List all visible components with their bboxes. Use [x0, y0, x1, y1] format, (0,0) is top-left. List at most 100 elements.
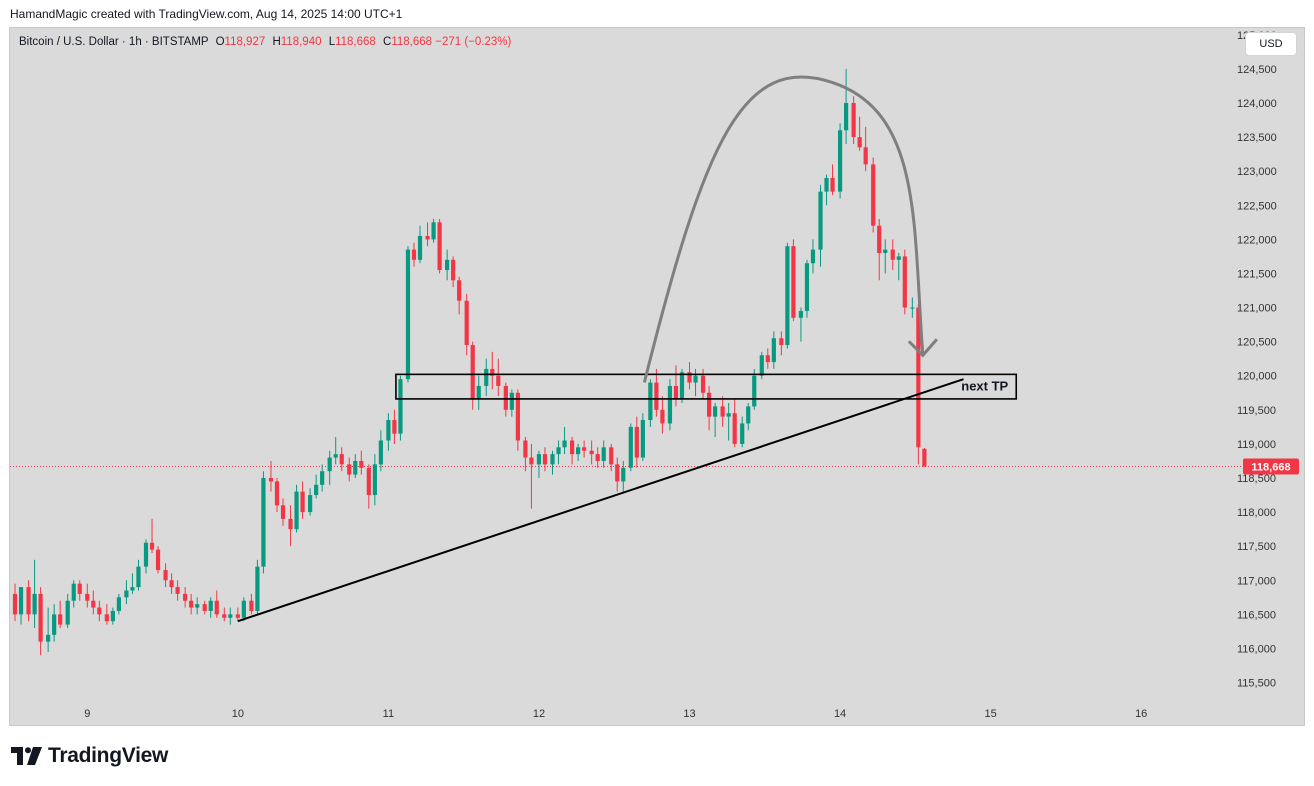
candle-body[interactable] — [542, 454, 548, 465]
candle-body[interactable] — [720, 406, 725, 417]
candle-body[interactable] — [294, 491, 299, 530]
projection-arc[interactable] — [642, 75, 925, 383]
candle-body[interactable] — [228, 614, 233, 618]
candle-body[interactable] — [451, 259, 456, 281]
candle-body[interactable] — [810, 249, 816, 264]
candle-body[interactable] — [195, 604, 200, 608]
target-zone-box[interactable] — [395, 373, 1018, 400]
candle-body[interactable] — [77, 583, 82, 594]
candle-body[interactable] — [667, 385, 673, 424]
candle-body[interactable] — [910, 307, 915, 309]
candle-body[interactable] — [595, 454, 600, 461]
candle-body[interactable] — [359, 460, 364, 468]
candle-body[interactable] — [320, 471, 325, 485]
candle-body[interactable] — [883, 249, 888, 253]
candle-body[interactable] — [851, 103, 856, 138]
candle-body[interactable] — [877, 225, 882, 253]
candle-body[interactable] — [536, 454, 542, 465]
candle-body[interactable] — [189, 600, 194, 608]
candle-body[interactable] — [726, 413, 731, 417]
candle-body[interactable] — [255, 566, 260, 611]
candle-body[interactable] — [46, 634, 51, 642]
candle-body[interactable] — [582, 447, 587, 451]
candle-body[interactable] — [523, 440, 528, 458]
candle-body[interactable] — [38, 593, 43, 642]
candle-body[interactable] — [417, 235, 423, 260]
candle-body[interactable] — [32, 593, 37, 615]
candle-body[interactable] — [857, 137, 862, 148]
candle-body[interactable] — [693, 375, 698, 383]
candle-body[interactable] — [700, 375, 706, 393]
candle-body[interactable] — [12, 593, 18, 615]
candle-body[interactable] — [333, 454, 338, 458]
candle-body[interactable] — [386, 420, 391, 441]
candle-body[interactable] — [241, 600, 246, 618]
trendline[interactable] — [237, 378, 964, 623]
candle-body[interactable] — [634, 426, 639, 458]
candle-body[interactable] — [771, 338, 776, 363]
candle-body[interactable] — [136, 566, 141, 588]
candle-body[interactable] — [791, 246, 796, 318]
candle-body[interactable] — [130, 587, 135, 591]
candle-body[interactable] — [902, 256, 907, 308]
candle-body[interactable] — [713, 406, 718, 417]
candle-body[interactable] — [640, 420, 645, 458]
candle-body[interactable] — [687, 372, 692, 383]
candle-body[interactable] — [183, 593, 188, 601]
candle-body[interactable] — [609, 447, 614, 465]
candle-body[interactable] — [785, 246, 790, 346]
candle-body[interactable] — [405, 249, 411, 380]
candle-body[interactable] — [476, 385, 481, 400]
candle-body[interactable] — [308, 495, 313, 513]
candle-body[interactable] — [621, 467, 626, 482]
candle-body[interactable] — [58, 614, 63, 625]
candle-body[interactable] — [104, 614, 109, 622]
candle-body[interactable] — [732, 413, 737, 444]
candle-body[interactable] — [615, 464, 620, 482]
candle-body[interactable] — [398, 379, 403, 434]
candle-body[interactable] — [706, 392, 712, 417]
candle-body[interactable] — [347, 464, 352, 475]
candle-body[interactable] — [175, 587, 180, 594]
candle-body[interactable] — [503, 385, 508, 410]
candle-body[interactable] — [214, 600, 219, 615]
candle-body[interactable] — [26, 587, 31, 615]
candle-body[interactable] — [765, 355, 770, 363]
candle-body[interactable] — [648, 382, 653, 421]
candle-body[interactable] — [327, 457, 332, 472]
candle-body[interactable] — [411, 249, 417, 260]
candle-body[interactable] — [124, 590, 129, 598]
price-chart[interactable]: 115,500 116,000 116,500 117,000 117,500 118,0… — [10, 28, 1304, 725]
candle-body[interactable] — [431, 222, 436, 240]
candle-body[interactable] — [52, 614, 57, 635]
candle-body[interactable] — [890, 249, 895, 260]
candle-body[interactable] — [601, 447, 606, 461]
candle-body[interactable] — [314, 484, 319, 496]
candle-body[interactable] — [65, 600, 70, 625]
candle-body[interactable] — [143, 542, 149, 567]
candle-body[interactable] — [300, 491, 305, 513]
candle-body[interactable] — [824, 178, 829, 192]
candle-body[interactable] — [569, 440, 575, 455]
candle-body[interactable] — [339, 454, 344, 465]
candle-body[interactable] — [155, 549, 161, 571]
candle-body[interactable] — [464, 300, 469, 346]
candle-body[interactable] — [837, 130, 843, 192]
candle-body[interactable] — [752, 375, 757, 407]
candle-body[interactable] — [550, 454, 555, 465]
candle-body[interactable] — [470, 345, 475, 400]
candle-body[interactable] — [110, 610, 115, 622]
candle-body[interactable] — [589, 450, 594, 455]
candle-body[interactable] — [490, 368, 495, 376]
candle-body[interactable] — [288, 518, 293, 530]
candle-body[interactable] — [222, 614, 227, 618]
tradingview-logo[interactable]: TradingView — [11, 744, 168, 768]
candle-body[interactable] — [871, 164, 876, 226]
candle-body[interactable] — [372, 464, 377, 496]
candle-body[interactable] — [378, 440, 383, 465]
candle-body[interactable] — [392, 420, 397, 434]
candle-body[interactable] — [353, 460, 358, 475]
candle-body[interactable] — [628, 426, 633, 468]
candle-body[interactable] — [235, 614, 240, 618]
candle-body[interactable] — [484, 368, 489, 386]
